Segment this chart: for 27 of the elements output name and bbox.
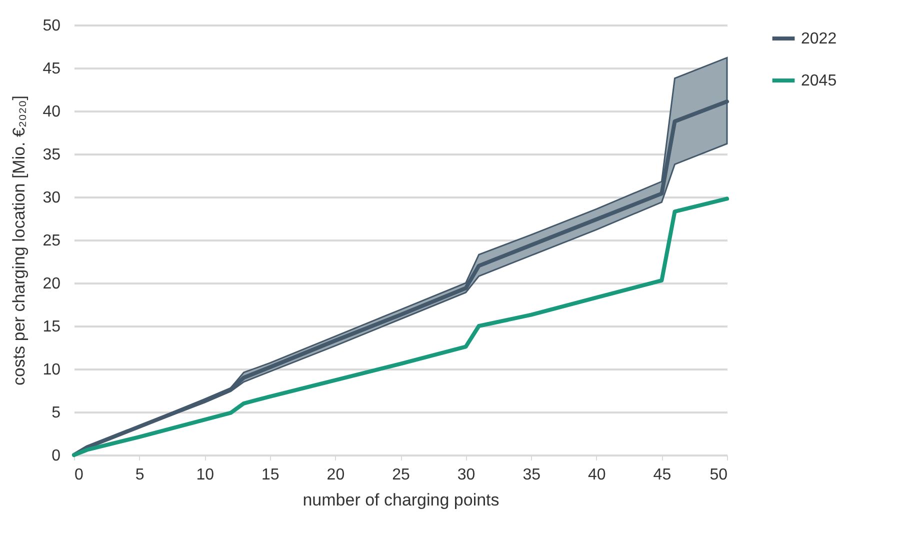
x-tick-label: 30 xyxy=(457,466,476,484)
y-tick-label: 0 xyxy=(52,448,61,464)
y-tick-label: 10 xyxy=(42,362,61,378)
y-axis-title: costs per charging location [Mio. €₂₀₂₀] xyxy=(10,96,29,386)
x-tick-label: 20 xyxy=(326,466,345,484)
x-tick-label: 50 xyxy=(710,466,728,484)
legend-label: 2045 xyxy=(801,72,837,90)
x-tick-label: 15 xyxy=(262,466,280,484)
y-tick-label: 20 xyxy=(42,276,61,292)
x-tick-label: 35 xyxy=(522,466,541,484)
y-tick-label: 45 xyxy=(42,60,61,78)
y-tick-label: 40 xyxy=(42,104,61,120)
x-tick-label: 40 xyxy=(588,466,606,484)
x-tick-label: 45 xyxy=(653,466,672,484)
legend-label: 2022 xyxy=(801,30,837,48)
x-tick-label: 0 xyxy=(74,466,84,484)
y-tick-label: 5 xyxy=(52,404,61,422)
y-tick-label: 50 xyxy=(42,18,61,34)
x-tick-label: 5 xyxy=(135,466,144,484)
y-tick-label: 25 xyxy=(42,232,61,250)
x-tick-label: 25 xyxy=(392,466,410,484)
y-tick-label: 35 xyxy=(42,146,61,164)
x-axis-title: number of charging points xyxy=(302,490,500,510)
line-series xyxy=(72,196,729,457)
y-tick-label: 30 xyxy=(42,190,61,206)
y-tick-label: 15 xyxy=(42,318,61,336)
x-tick-label: 10 xyxy=(196,466,214,484)
